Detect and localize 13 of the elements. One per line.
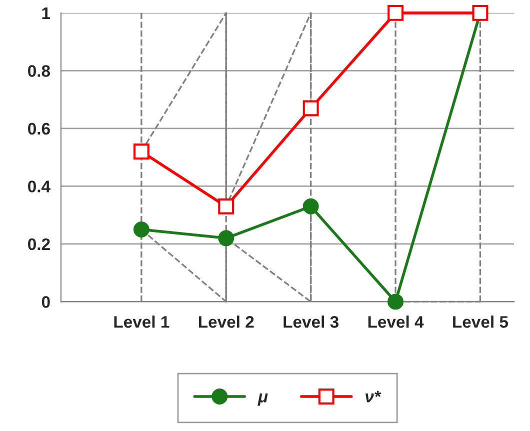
legend-label: μ (258, 394, 268, 406)
y-tick-label: 0.6 (28, 122, 50, 135)
y-tick-label: 1 (42, 8, 50, 19)
x-tick-label: Level 1 (114, 316, 170, 328)
y-tick-label: 0 (42, 296, 50, 308)
x-tick-label: Level 4 (368, 316, 424, 328)
y-tick-label: 0.2 (28, 238, 50, 250)
y-tick-label: 0.8 (28, 65, 50, 77)
y-tick-label: 0.4 (28, 180, 50, 192)
x-tick-label: Level 2 (198, 316, 254, 328)
legend-label: ν* (366, 390, 382, 402)
x-tick-label: Level 3 (284, 316, 338, 328)
x-tick-label: Level 5 (453, 316, 508, 328)
